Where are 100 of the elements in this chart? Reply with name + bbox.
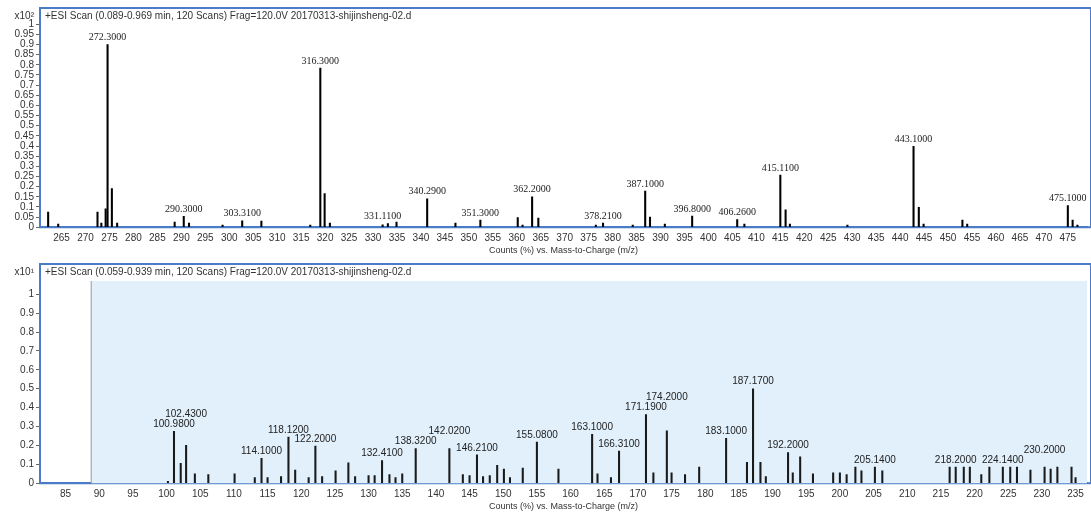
bar (502, 468, 505, 484)
bar (531, 196, 534, 228)
x-tick-label: 375 (580, 231, 598, 243)
x-tick-label: 230 (1033, 487, 1051, 499)
y-tick-label: 0.45 (14, 129, 35, 141)
y-axis-title: x10¹ (14, 265, 35, 277)
bar (394, 477, 397, 484)
x-tick-label: 410 (748, 231, 766, 243)
x-tick-label: 175 (663, 487, 681, 499)
bar (373, 475, 376, 484)
y-tick-label: 0.65 (14, 89, 35, 101)
x-tick-label: 115 (259, 487, 276, 499)
x-tick-label: 405 (724, 231, 742, 243)
bar (644, 190, 647, 228)
annotation: 100.9800 (153, 417, 196, 429)
y-tick-label: 0.5 (20, 382, 35, 394)
y-tick-label: 0.6 (20, 363, 35, 375)
y-tick-label: 0.05 (14, 210, 35, 222)
annotation: 218.2000 (934, 453, 977, 465)
bar (1009, 466, 1012, 484)
bar (367, 475, 370, 484)
x-tick-label: 130 (360, 487, 378, 499)
annotation: 387.1000 (626, 177, 664, 189)
x-tick-label: 440 (891, 231, 909, 243)
annotation: 303.3100 (223, 207, 261, 219)
annotation: 171.1900 (625, 401, 668, 413)
bar (521, 467, 524, 484)
bar (280, 476, 283, 484)
chart-title: +ESI Scan (0.059-0.939 min, 120 Scans) Frag=120.0V 20170313-shijinsheng-02.d (45, 265, 412, 277)
bar (173, 221, 176, 228)
bar (386, 223, 389, 228)
x-tick-label: 395 (676, 231, 694, 243)
x-tick-label: 380 (604, 231, 622, 243)
bar (172, 430, 176, 484)
x-tick-label: 460 (987, 231, 1005, 243)
bar (860, 470, 863, 484)
x-tick-label: 435 (867, 231, 885, 243)
bar (665, 430, 668, 484)
y-tick-label: 0.9 (20, 38, 35, 50)
y-tick-label: 0.55 (14, 109, 35, 121)
bar (591, 434, 594, 484)
y-tick-label: 0.4 (20, 139, 35, 151)
bar (784, 209, 787, 228)
x-tick-label: 195 (797, 487, 816, 499)
bar (1049, 468, 1052, 484)
x-tick-label: 415 (771, 231, 790, 243)
bar (752, 388, 755, 484)
x-tick-label: 305 (244, 231, 263, 243)
y-tick-label: 0.3 (20, 420, 35, 432)
bar (260, 220, 263, 228)
annotation: 118.1200 (267, 423, 310, 435)
x-tick-label: 390 (652, 231, 670, 243)
y-tick-label: 0.6 (20, 99, 35, 111)
bar (980, 474, 983, 484)
annotation: 378.2100 (584, 209, 622, 221)
bar (684, 474, 687, 484)
bar (948, 466, 951, 484)
bar (854, 466, 857, 484)
bar (745, 462, 749, 484)
y-tick-label: 0 (28, 476, 35, 488)
y-tick-label: 0.8 (20, 58, 35, 70)
x-tick-label: 310 (268, 231, 286, 243)
x-tick-label: 225 (999, 487, 1017, 499)
bar (496, 464, 499, 484)
x-tick-label: 370 (556, 231, 574, 243)
bar (381, 224, 384, 228)
bar (648, 216, 652, 228)
bar (96, 211, 99, 228)
bar (1043, 466, 1046, 484)
annotation: 396.8000 (673, 202, 711, 214)
x-tick-label: 335 (388, 231, 406, 243)
bar (609, 477, 612, 484)
bar (759, 462, 762, 484)
bar (414, 448, 417, 484)
bar (618, 450, 621, 484)
annotation: 183.1000 (705, 424, 748, 436)
bar (488, 475, 491, 484)
bar (962, 466, 965, 484)
bar (516, 217, 519, 228)
annotation: 316.3000 (301, 54, 340, 66)
bar (881, 470, 884, 484)
y-tick-label: 0.2 (20, 439, 35, 451)
bar (307, 477, 310, 484)
annotation: 155.0800 (516, 428, 559, 440)
bar (182, 215, 185, 228)
bar (241, 220, 244, 228)
x-tick-label: 140 (427, 487, 445, 499)
bar (47, 211, 50, 228)
bar (787, 452, 790, 484)
bar (917, 206, 920, 228)
bar (845, 474, 848, 484)
x-tick-label: 365 (532, 231, 550, 243)
annotation: 475.1000 (1049, 192, 1087, 204)
annotation: 290.3000 (165, 202, 203, 214)
bar (334, 470, 337, 484)
x-tick-label: 475 (1059, 231, 1077, 243)
x-tick-label: 385 (628, 231, 646, 243)
bar (314, 445, 317, 484)
bar (557, 468, 560, 484)
bar (838, 472, 841, 484)
